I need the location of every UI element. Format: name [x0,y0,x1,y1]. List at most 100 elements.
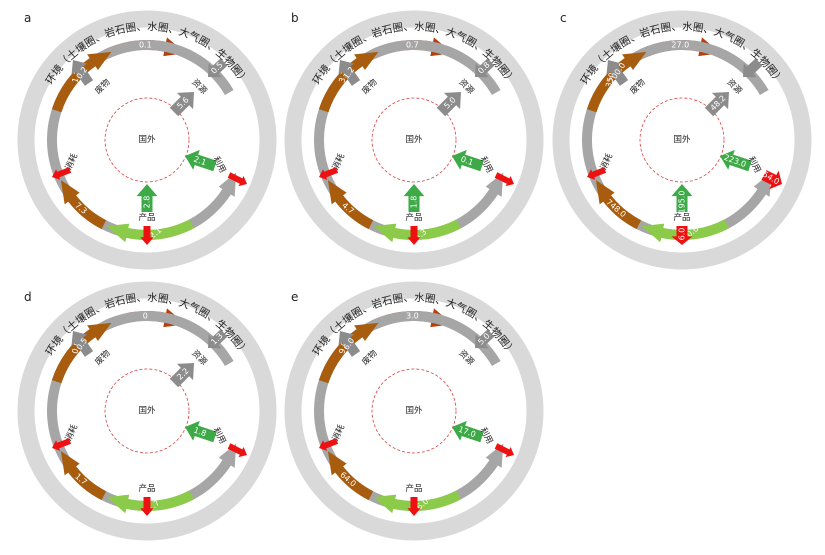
product-export-arrow [407,226,421,245]
right-flow-value: 10.0 [237,126,246,144]
foreign-to-resource-arrow [169,363,194,388]
product-label: 产品 [138,483,155,494]
resource-label: 资源 [456,348,476,368]
resource-inflow-arrow [475,58,495,78]
product-label: 产品 [405,212,422,223]
top-flow-value: 27.0 [671,41,689,50]
import-arrow [452,420,484,443]
left-flow-value: 0.5 [70,340,82,355]
foreign-to-resource-arrow [436,92,461,117]
import-arrow [720,149,752,172]
top-flow-value: 0.7 [406,41,419,50]
top-flow-value: 0.1 [139,41,152,50]
panel-d: d环境（土壤圈、岩石圈、水圈、大气圈、生物圈）国外03.51.71.70.50.… [17,281,277,541]
right-flow-value: 3.5 [237,400,246,413]
foreign-label: 国外 [405,405,423,416]
consume-label: 消耗 [63,151,80,172]
waste-arrow [606,60,629,86]
product-to-foreign-arrow [403,184,425,212]
waste-arrow [338,331,361,357]
foreign-label: 国外 [138,134,156,145]
consume-export-arrow [319,167,339,180]
right-flow-value: 5.6 [504,129,513,142]
consume-label: 消耗 [330,422,347,443]
consume-export-arrow [52,438,72,451]
use-export-arrow [494,443,514,458]
product-export-arrow [140,226,154,245]
waste-arrow [338,60,361,86]
use-export-arrow [227,172,247,187]
left-flow-arrow [586,51,647,113]
left-flow-value: 3.3 [337,69,349,84]
resource-inflow-arrow [475,329,495,349]
consume-label: 消耗 [330,151,347,172]
left-flow-arrow [51,322,112,384]
product-to-foreign-arrow [136,184,158,212]
bottom-left-flow-arrow [327,451,374,501]
environment-ring [284,281,544,541]
panel-e: e环境（土壤圈、岩石圈、水圈、大气圈、生物圈）国外3.085.066.064.0… [284,281,544,541]
panel-letter: b [291,11,299,25]
use-label: 利用 [746,155,764,175]
product-to-foreign-value: 195.0 [678,191,687,214]
waste-label: 废物 [93,76,113,96]
panel-letter: d [24,290,32,304]
foreign-circle [371,97,457,183]
product-to-foreign-arrow [671,184,693,212]
product-label: 产品 [405,483,422,494]
import-value: 2.1 [192,155,207,168]
use-export-arrow [494,172,514,187]
panel-b: b环境（土壤圈、岩石圈、水圈、大气圈、生物圈）国外0.75.66.34.73.3… [284,10,544,270]
foreign-label: 国外 [138,405,156,416]
use-export-arrow [761,170,782,190]
bottom-left-flow-arrow [60,180,107,230]
left-flow-arrow [318,322,379,384]
use-export-arrow [227,443,247,458]
top-flow-value: 3.0 [406,312,419,321]
waste-arrow [71,60,94,86]
right-flow-value: 773.0 [772,124,781,147]
panel-a: a环境（土壤圈、岩石圈、水圈、大气圈、生物圈）国外0.110.012.17.31… [17,10,277,270]
foreign-circle [104,97,190,183]
consume-export-arrow [587,167,607,180]
environment-ring [284,10,544,270]
consume-export-arrow [52,167,72,180]
panel-c: c环境（土壤圈、岩石圈、水圈、大气圈、生物圈）国外27.0773.0940.07… [552,10,812,270]
import-arrow [185,149,217,172]
panel-letter: e [291,290,298,304]
foreign-label: 国外 [405,134,423,145]
use-label: 利用 [211,155,229,175]
foreign-to-resource-arrow [704,92,729,117]
left-flow-arrow [318,51,379,113]
product-export-arrow [407,497,421,516]
consume-export-arrow [319,438,339,451]
consume-label: 消耗 [598,151,615,172]
waste-arrow [71,331,94,357]
left-flow-value: 1.2 [70,69,82,84]
waste-label: 废物 [628,76,648,96]
resource-inflow-arrow [208,58,228,78]
import-value: 0.1 [459,155,474,168]
environment-ring [17,10,277,270]
panel-letter: c [560,11,567,25]
product-to-foreign-value: 1.8 [410,196,419,209]
use-label: 利用 [478,426,496,446]
waste-label: 废物 [93,347,113,367]
foreign-circle [371,368,457,454]
import-arrow [185,420,217,443]
product-to-foreign-value: 2.8 [143,196,152,209]
use-label: 利用 [478,155,496,175]
waste-label: 废物 [360,76,380,96]
left-flow-value: 9.0 [337,340,349,355]
consume-label: 消耗 [63,422,80,443]
resource-inflow-arrow [743,58,763,78]
foreign-circle [104,368,190,454]
bottom-left-flow-arrow [327,180,374,230]
resource-inflow-arrow [208,329,228,349]
product-export-arrow [671,226,693,245]
product-export-value: 6.0 [678,228,687,241]
import-arrow [452,149,484,172]
product-label: 产品 [673,212,690,223]
bottom-left-flow-value: 748.0 [604,198,627,220]
